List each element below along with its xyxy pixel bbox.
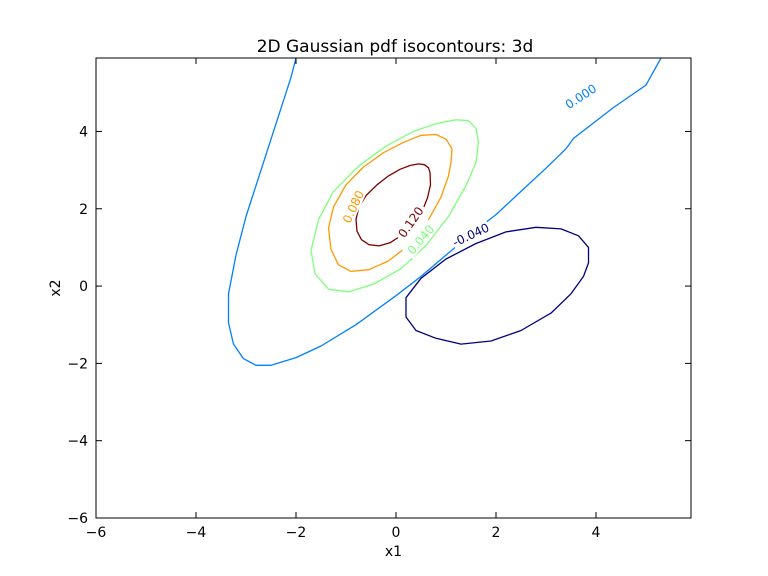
x-tick-label: −6 [86, 525, 107, 541]
axis-ticks: −6 −4 −2 0 2 4 −6 −4 −2 0 2 4 [67, 58, 691, 541]
y-tick-label: 2 [79, 202, 88, 218]
x-axis-label: x1 [385, 544, 402, 560]
y-tick-label: 0 [79, 279, 88, 295]
axes-frame [95, 57, 692, 519]
contour-line [227, 58, 662, 366]
x-tick-label: 4 [592, 525, 601, 541]
x-tick-label: −2 [286, 525, 307, 541]
x-tick-label: 0 [392, 525, 401, 541]
contour-label: -0.040 [451, 221, 492, 250]
contour-label-background [449, 219, 492, 249]
y-tick-label: −6 [67, 511, 88, 527]
y-tick-label: 4 [79, 124, 88, 140]
y-tick-label: −4 [67, 434, 88, 450]
contour-label-background [392, 201, 428, 243]
contour-line [310, 119, 480, 293]
chart-title: 2D Gaussian pdf isocontours: 3d [257, 37, 534, 57]
contour-label-background [402, 219, 439, 259]
contour-label: 0.000 [563, 81, 599, 111]
contour-label-background [559, 79, 602, 113]
y-tick-label: −2 [67, 356, 88, 372]
x-tick-label: −4 [186, 525, 207, 541]
contour-line [405, 226, 590, 345]
y-axis-label: x2 [48, 279, 64, 296]
x-tick-label: 2 [492, 525, 501, 541]
contour-label: 0.080 [340, 188, 367, 225]
contour-label-background [337, 185, 368, 228]
